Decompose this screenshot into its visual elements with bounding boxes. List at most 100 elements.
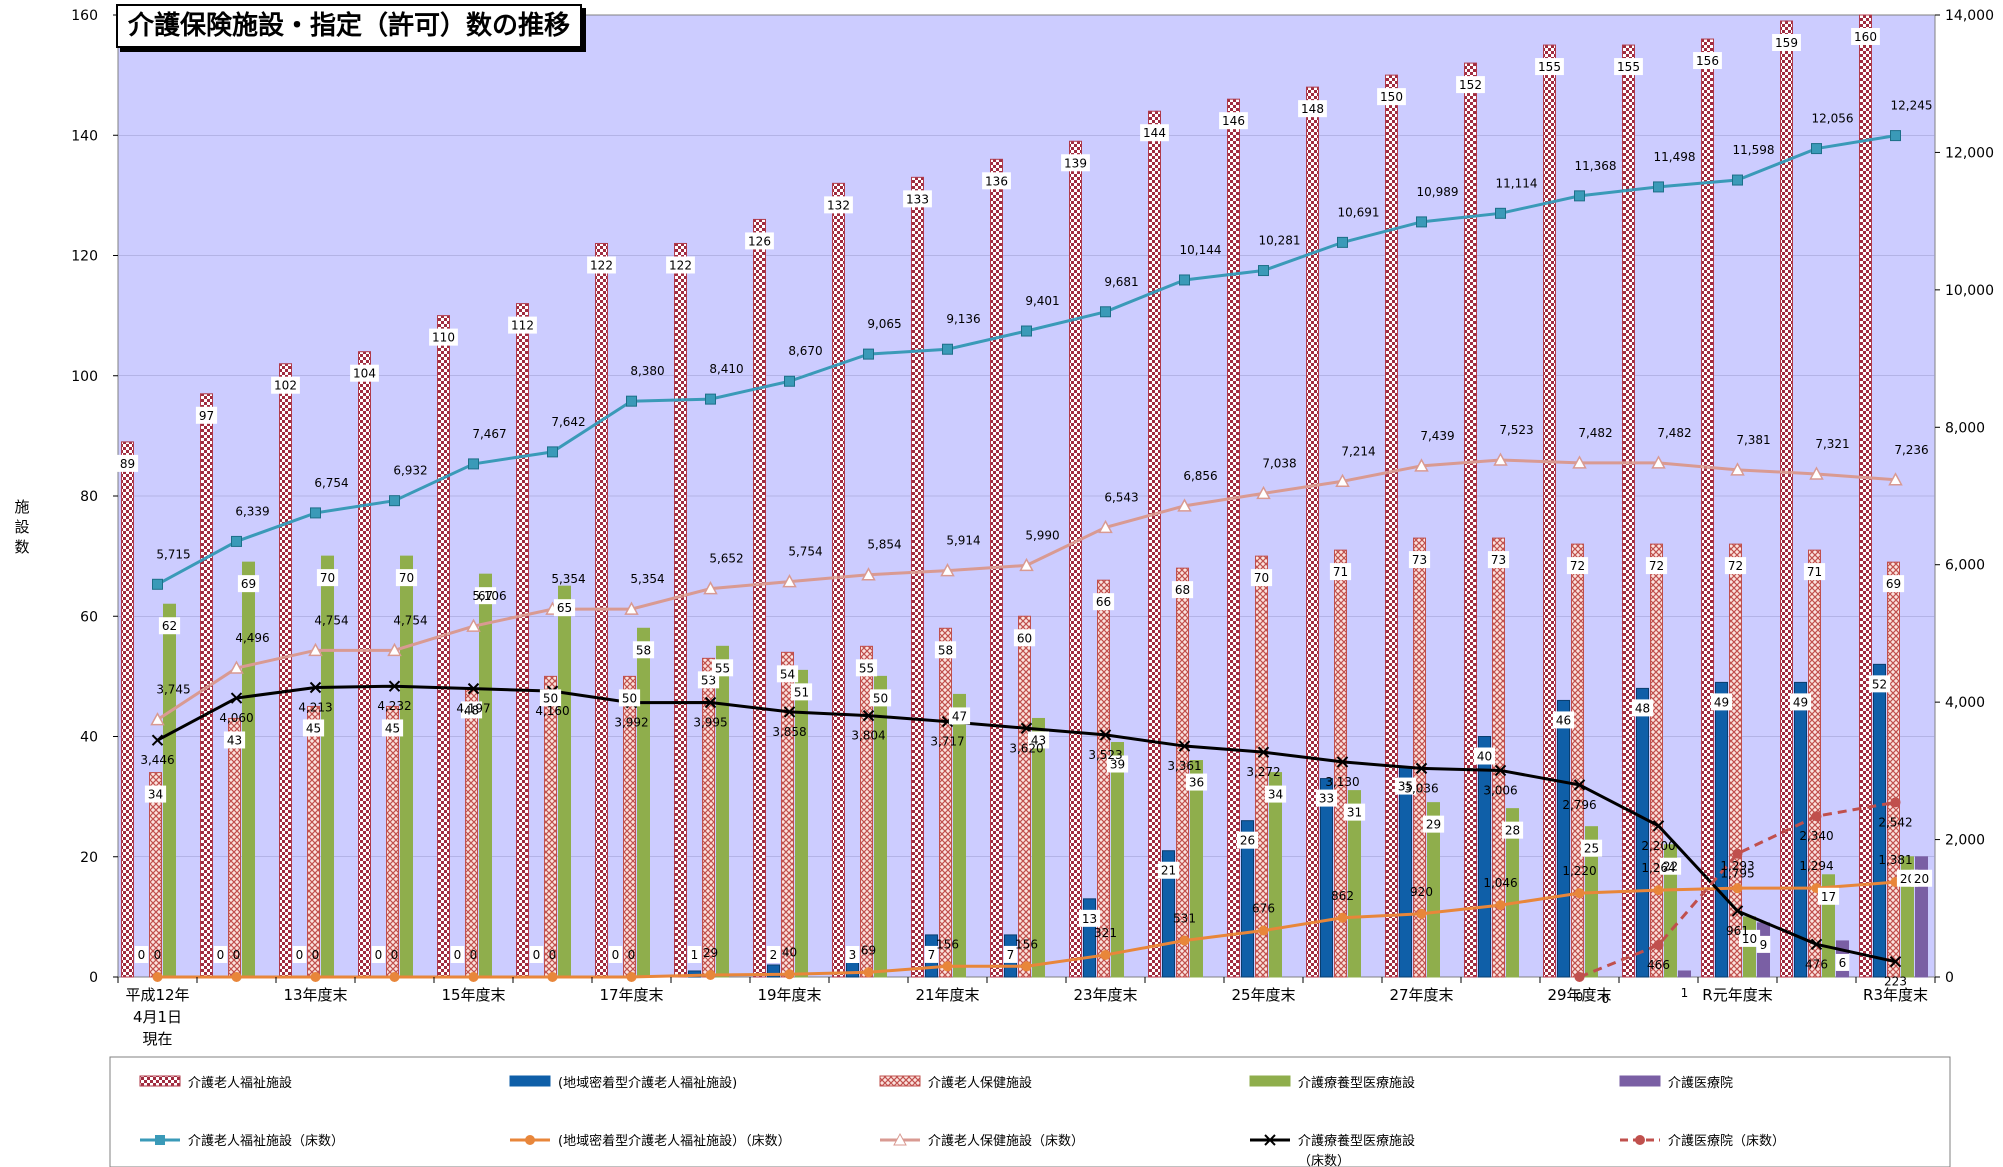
line-point — [942, 343, 953, 355]
bar-value-label: 160 — [1854, 30, 1877, 44]
line-value-label: 0 — [233, 948, 241, 962]
line-value-label: 12,245 — [1891, 99, 1933, 113]
bar — [1427, 802, 1440, 978]
line-value-label: 7,236 — [1894, 443, 1928, 457]
data-label-box — [1140, 124, 1169, 142]
bar-value-label: 47 — [952, 709, 967, 723]
data-label-box — [1027, 731, 1050, 749]
bar — [121, 441, 134, 978]
legend-label: 介護老人福祉施設（床数） — [188, 1133, 344, 1149]
x-tick-label: 25年度末 — [1231, 986, 1295, 1004]
line-point — [229, 660, 244, 674]
line-value-label: 2,200 — [1641, 839, 1675, 853]
data-label-box — [903, 190, 932, 208]
legend-marker — [1264, 1134, 1276, 1146]
line-point — [1573, 779, 1586, 791]
bar-value-label: 112 — [511, 319, 534, 333]
bar-value-label: 72 — [1649, 559, 1664, 573]
line-value-label: 9,681 — [1104, 275, 1138, 289]
line-point — [861, 567, 876, 581]
data-label-box — [1552, 711, 1575, 729]
line-point — [1890, 130, 1901, 142]
data-label-box — [1772, 34, 1801, 52]
line-point — [1179, 935, 1190, 946]
line-point — [1730, 462, 1745, 476]
bar-value-label: 0 — [138, 948, 146, 962]
bar-value-label: 110 — [432, 331, 455, 345]
line-value-label: 156 — [936, 937, 959, 951]
y2-tick-label: 0 — [1945, 970, 1954, 986]
line-point — [1257, 746, 1270, 758]
line-value-label: 5,754 — [788, 545, 822, 559]
data-label-box — [553, 599, 576, 617]
line-value-label: 3,446 — [140, 753, 174, 767]
bar-value-label: 71 — [1807, 565, 1822, 579]
data-label-box — [1106, 755, 1129, 773]
line-point — [1810, 938, 1823, 950]
bar — [1901, 856, 1914, 978]
data-label-box — [292, 946, 307, 963]
line-point — [1731, 905, 1744, 917]
line-point — [705, 393, 716, 405]
bar — [795, 669, 808, 978]
bar-value-label: 152 — [1459, 78, 1482, 92]
data-label-box — [1456, 76, 1485, 94]
bar-value-label: 21 — [1161, 864, 1176, 878]
data-label-box — [1738, 929, 1761, 947]
bar-value-label: 70 — [1254, 571, 1269, 585]
bar — [1664, 844, 1677, 978]
data-label-box — [1677, 983, 1692, 1001]
y-axis-label: 設 — [14, 518, 29, 536]
bar-value-label: 60 — [1017, 631, 1032, 645]
line-value-label: 0 — [470, 948, 478, 962]
bar-value-label: 0 — [533, 948, 541, 962]
line-value-label: 10,144 — [1180, 243, 1222, 257]
line-value-label: 676 — [1252, 902, 1275, 916]
line-point — [309, 681, 322, 694]
bar — [1887, 561, 1900, 978]
data-label-box — [1501, 821, 1524, 839]
bar-value-label: 48 — [464, 703, 479, 717]
line-value-label: 3,620 — [1009, 741, 1043, 755]
legend-swatch — [139, 1075, 181, 1087]
bar — [1571, 543, 1584, 978]
bar-value-label: 13 — [1082, 912, 1097, 926]
data-label-box — [460, 701, 483, 719]
line-point — [468, 458, 479, 470]
line-point — [308, 642, 323, 657]
line-value-label: 7,214 — [1341, 444, 1375, 458]
line-point — [1178, 740, 1191, 752]
data-label-box — [1487, 551, 1510, 569]
data-label-box — [1724, 557, 1747, 575]
data-label-box — [1298, 100, 1327, 118]
bar — [1241, 820, 1254, 978]
y-tick-label: 20 — [80, 850, 98, 866]
y2-tick-label: 12,000 — [1945, 145, 1994, 161]
data-label-box — [666, 256, 695, 274]
line-point — [862, 709, 875, 722]
bar-value-label: 50 — [873, 691, 888, 705]
line-value-label: 3,995 — [693, 715, 727, 729]
bar-value-label: 72 — [1570, 559, 1585, 573]
line-value-label: 3,745 — [156, 683, 190, 697]
bar-value-label: 89 — [120, 457, 135, 471]
data-label-box — [1756, 935, 1771, 953]
bar-value-label: 133 — [906, 192, 929, 206]
y-tick-label: 140 — [71, 128, 98, 144]
bar-value-label: 62 — [162, 619, 177, 633]
bar-value-label: 0 — [296, 948, 304, 962]
line-point — [231, 535, 242, 547]
bar-value-label: 34 — [1268, 788, 1283, 802]
bar — [716, 645, 729, 978]
axes-group: 02040608010012014016002,0004,0006,0008,0… — [14, 8, 1994, 1048]
bar — [437, 315, 450, 978]
x-tick-label: R3年度末 — [1863, 986, 1928, 1004]
y2-tick-label: 2,000 — [1945, 833, 1985, 849]
bar-value-label: 35 — [1398, 780, 1413, 794]
line-point — [1652, 820, 1665, 832]
bar — [149, 772, 162, 978]
data-label-box — [316, 569, 339, 587]
line-point — [152, 972, 163, 982]
bar-value-label: 1 — [1681, 986, 1689, 1000]
bar — [1176, 567, 1189, 978]
